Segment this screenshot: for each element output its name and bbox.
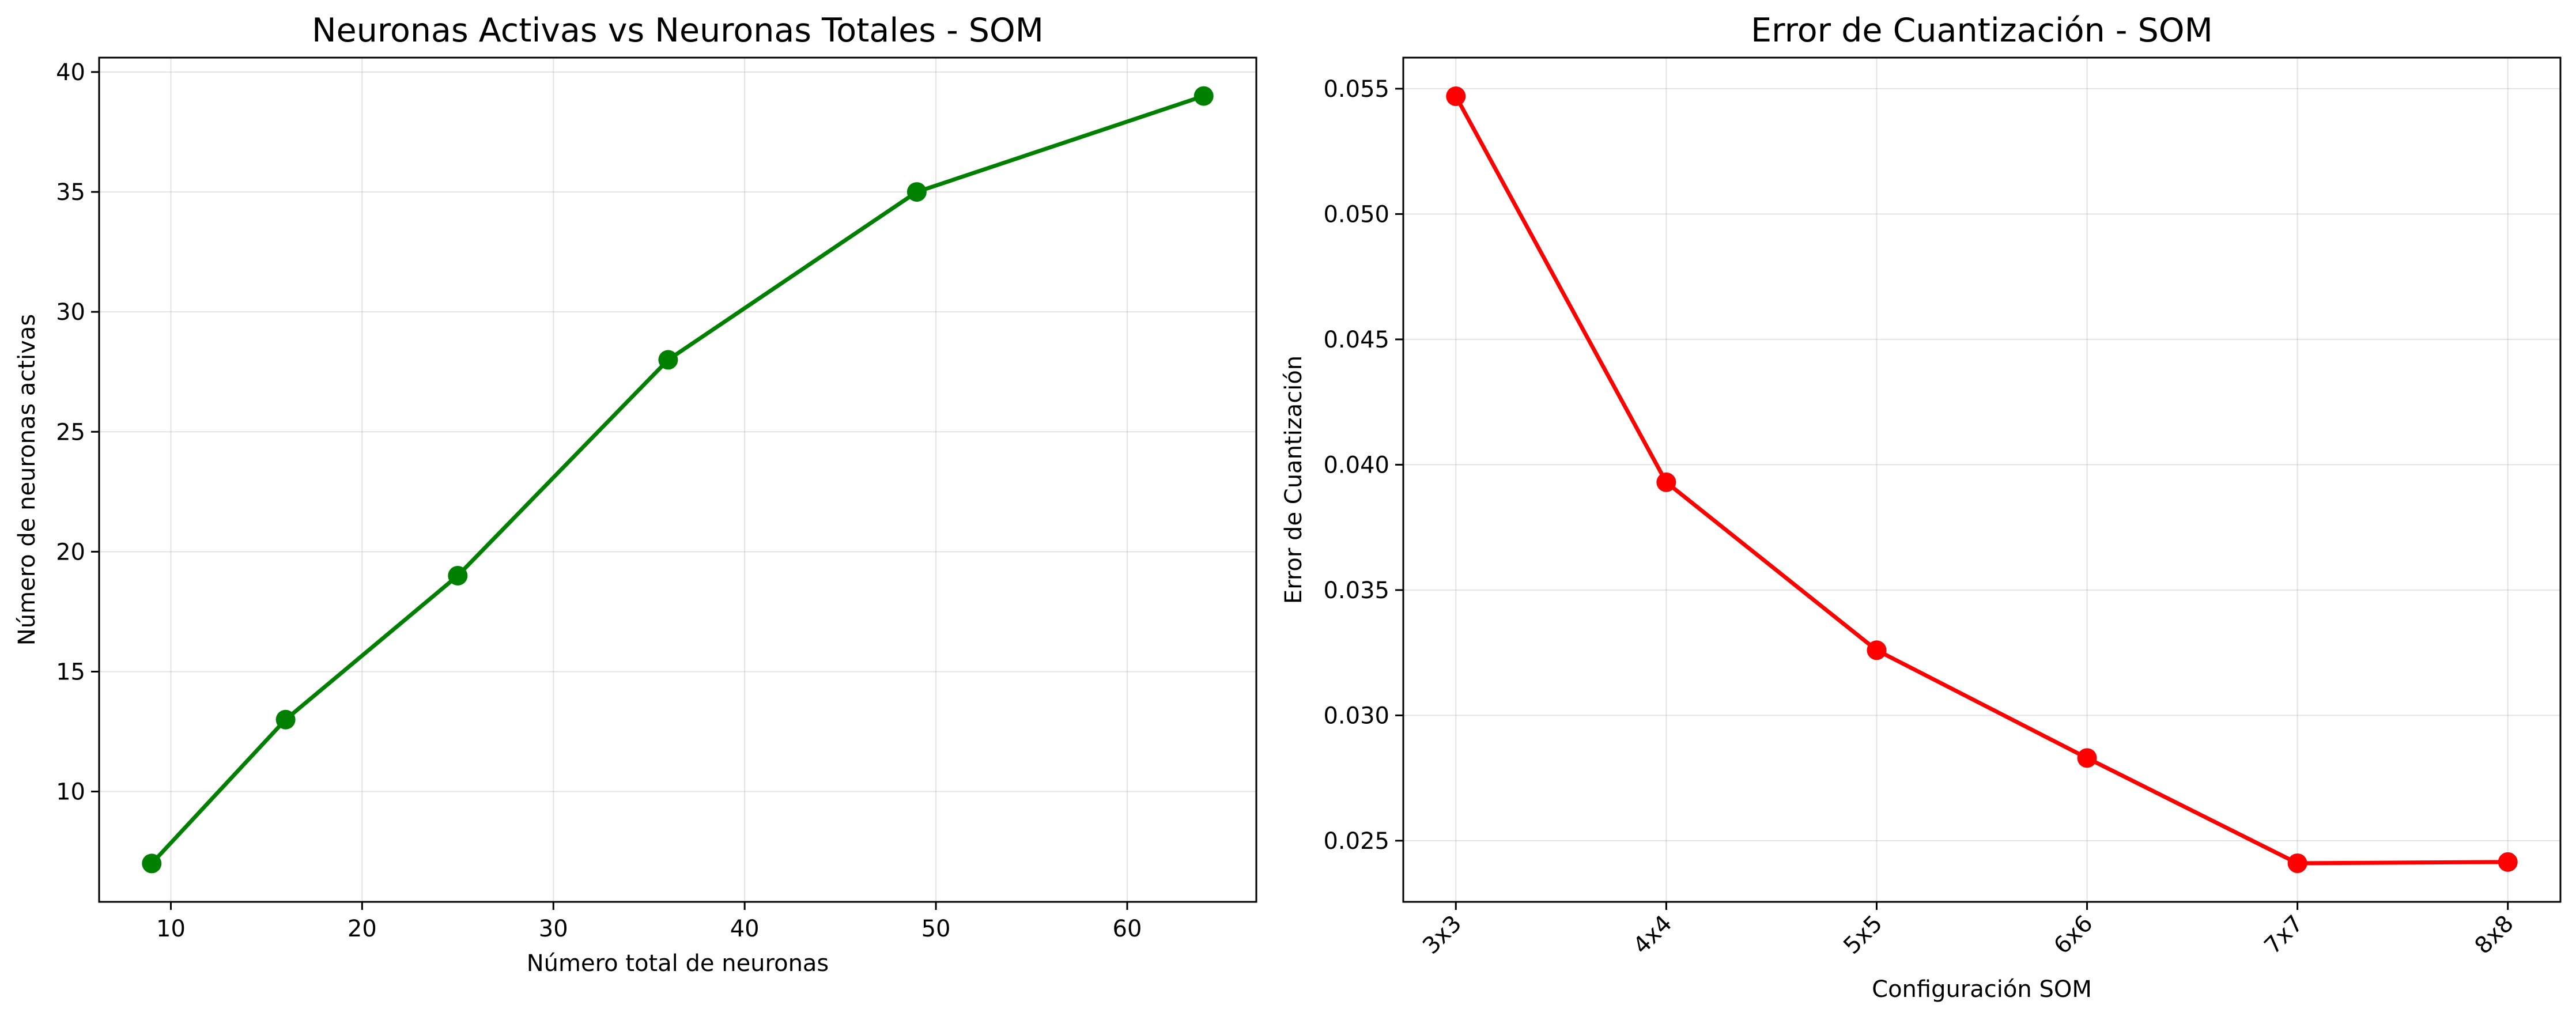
data-point	[275, 709, 296, 730]
chart-quantization-error: 3x3 4x4 5x5 6x6 7x7 8x8 0.025 0.030 0.035 0.040 0.…	[1281, 12, 2562, 1003]
series-line-quantization-error	[1454, 95, 2508, 866]
series-line-active-neurons	[150, 94, 1204, 865]
x-tick-label: 8x8	[2470, 911, 2519, 959]
chart-title-right: Error de Cuantización - SOM	[1751, 12, 2213, 50]
y-tick-label: 10	[56, 779, 85, 806]
y-tick-label: 0.055	[1323, 76, 1389, 103]
markers-left	[142, 86, 1214, 874]
x-axis-label-right: Configuración SOM	[1872, 976, 2092, 1003]
ticks-left: 10 20 30 40 50 60 10 15 20 25 30 35 40	[56, 59, 1142, 942]
x-tick-label: 30	[539, 916, 568, 942]
y-tick-label: 30	[56, 299, 85, 326]
x-tick-label: 3x3	[1418, 911, 1467, 959]
x-tick-label: 10	[156, 916, 186, 942]
x-tick-label: 6x6	[2049, 911, 2098, 959]
data-point	[1446, 86, 1466, 106]
grid-right	[1403, 58, 2560, 902]
y-tick-label: 20	[56, 539, 85, 565]
data-point	[2077, 748, 2097, 768]
axes-frame-left	[98, 56, 1257, 903]
chart-title-left: Neuronas Activas vs Neuronas Totales - S…	[312, 12, 1044, 50]
y-tick-label: 15	[56, 659, 85, 685]
data-point	[658, 350, 678, 370]
y-tick-label: 25	[56, 419, 85, 445]
y-tick-label: 0.045	[1323, 327, 1389, 353]
grid-left	[99, 58, 1256, 902]
data-point	[1656, 472, 1676, 492]
x-tick-label: 4x4	[1628, 911, 1677, 959]
y-tick-label: 0.035	[1323, 577, 1389, 604]
chart-active-neurons: 10 20 30 40 50 60 10 15 20 25 30 35 40 Neuronas Acti…	[14, 12, 1257, 977]
data-point	[142, 853, 162, 874]
y-tick-label: 40	[56, 59, 85, 86]
y-tick-label: 0.030	[1323, 702, 1389, 729]
data-point	[1193, 86, 1214, 106]
x-tick-label: 7x7	[2259, 911, 2308, 959]
y-tick-label: 0.040	[1323, 452, 1389, 478]
y-tick-label: 0.050	[1323, 201, 1389, 228]
x-tick-label: 5x5	[1838, 911, 1887, 959]
y-tick-label: 0.025	[1323, 828, 1389, 855]
y-axis-label-right: Error de Cuantización	[1281, 356, 1307, 604]
data-point	[448, 565, 468, 585]
data-point	[2287, 853, 2307, 874]
y-tick-label: 35	[56, 179, 85, 206]
x-tick-label: 50	[921, 916, 951, 942]
x-tick-label: 60	[1113, 916, 1142, 942]
data-point	[2498, 852, 2518, 872]
data-point	[1867, 640, 1887, 660]
data-point	[906, 182, 927, 202]
markers-right	[1446, 86, 2518, 874]
x-tick-label: 20	[348, 916, 377, 942]
y-axis-label-left: Número de neuronas activas	[14, 314, 40, 645]
x-tick-label: 40	[730, 916, 760, 942]
axes-frame-right	[1402, 56, 2562, 903]
ticks-right: 3x3 4x4 5x5 6x6 7x7 8x8 0.025 0.030 0.035 0.040 0.…	[1323, 76, 2518, 959]
x-axis-label-left: Número total de neuronas	[527, 950, 829, 977]
